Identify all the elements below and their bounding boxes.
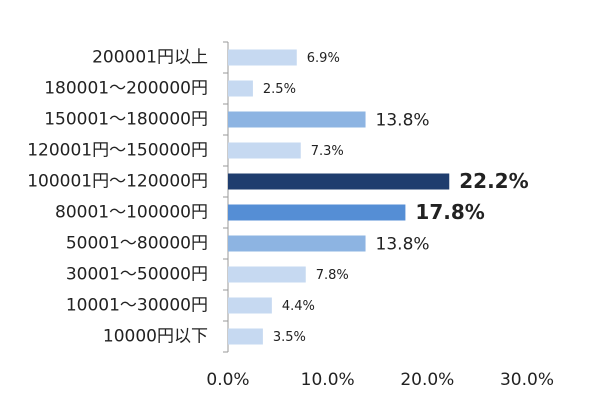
- x-tick-label: 0.0%: [206, 370, 249, 390]
- bar: [228, 142, 301, 159]
- bar: [228, 235, 366, 252]
- bar: [228, 266, 306, 283]
- y-tick-label: 100001円～120000円: [27, 172, 208, 192]
- value-label: 7.8%: [316, 268, 349, 283]
- bar: [228, 204, 406, 221]
- value-label: 4.4%: [282, 299, 315, 314]
- y-tick-label: 10000円以下: [103, 327, 208, 347]
- bar: [228, 80, 253, 97]
- y-tick-label: 80001～100000円: [55, 203, 208, 223]
- y-tick-label: 120001円～150000円: [27, 141, 208, 161]
- x-tick-label: 30.0%: [500, 370, 554, 390]
- bar: [228, 328, 263, 345]
- value-label: 17.8%: [415, 200, 484, 224]
- y-tick-label: 10001～30000円: [66, 296, 208, 316]
- value-label: 13.8%: [376, 111, 430, 131]
- y-tick-label: 150001～180000円: [44, 110, 208, 130]
- y-tick-label: 200001円以上: [92, 48, 208, 68]
- y-tick-label: 30001～50000円: [66, 265, 208, 285]
- x-tick-label: 10.0%: [301, 370, 355, 390]
- bar: [228, 297, 272, 314]
- bar: [228, 173, 450, 190]
- x-tick-label: 20.0%: [400, 370, 454, 390]
- y-tick-label: 50001～80000円: [66, 234, 208, 254]
- value-label: 6.9%: [307, 51, 340, 66]
- value-label: 22.2%: [459, 169, 528, 193]
- value-label: 2.5%: [263, 82, 296, 97]
- bar: [228, 49, 297, 66]
- value-label: 13.8%: [376, 235, 430, 255]
- value-label: 3.5%: [273, 330, 306, 345]
- y-tick-label: 180001～200000円: [44, 79, 208, 99]
- bar: [228, 111, 366, 128]
- value-label: 7.3%: [311, 144, 344, 159]
